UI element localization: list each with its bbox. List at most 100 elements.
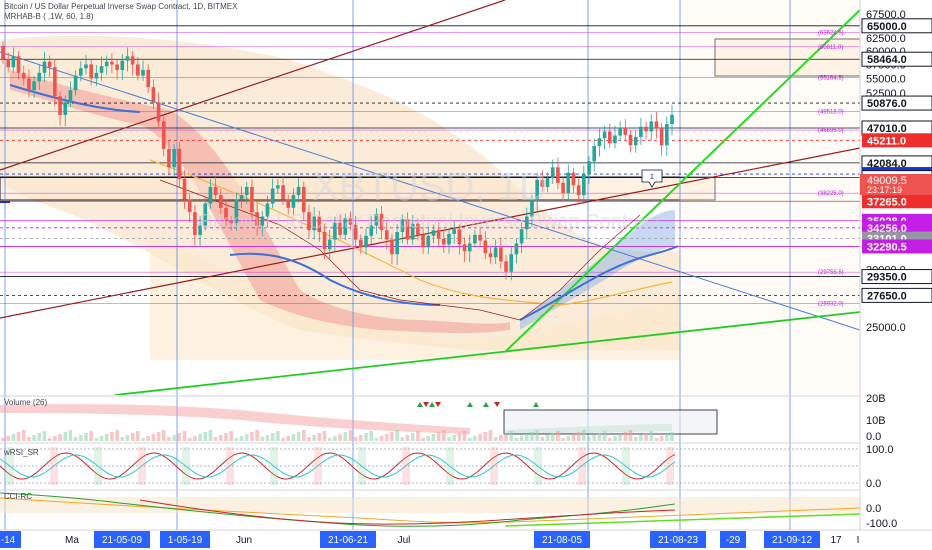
indicator-label: MRHAB-B ( ,1W, 60, 1.8)	[4, 12, 94, 21]
wrsi-zone	[490, 447, 498, 485]
candle	[198, 225, 202, 235]
candle	[177, 148, 182, 179]
volume-bar	[571, 434, 576, 441]
trendline-blue	[0, 51, 860, 331]
level-tag: 45211.0	[862, 133, 932, 148]
current-price-tag[interactable]: 49009.5 23:17:19	[860, 174, 932, 195]
candle	[664, 124, 669, 146]
volume-bar	[452, 435, 457, 441]
wrsi-zone	[666, 447, 674, 485]
candle	[473, 234, 477, 244]
candle	[84, 64, 88, 69]
volume-bar	[317, 433, 322, 441]
volume-bar	[582, 430, 586, 441]
date-tick-label: -29	[726, 535, 741, 546]
candle	[281, 185, 285, 200]
candle	[618, 127, 622, 136]
wrsi-zone	[270, 447, 278, 485]
volume-bar	[654, 438, 659, 441]
volume-bar	[270, 433, 275, 441]
candle	[447, 233, 451, 245]
sell-signal-marker	[423, 402, 429, 407]
candle	[457, 229, 462, 245]
volume-bar	[540, 437, 545, 441]
volume-bar	[84, 433, 88, 441]
candle	[483, 240, 488, 254]
volume-bar	[364, 433, 368, 441]
date-axis-ticks: -14 Ma 21-05-09 1-05-19 Jun 21-06-21 Jul 21-08-…	[0, 531, 859, 548]
volume-bar	[27, 437, 31, 441]
candle	[359, 239, 363, 248]
candle	[644, 126, 648, 132]
candle	[405, 219, 410, 240]
fib-label: (60811.0)	[818, 45, 843, 51]
volume-bar	[187, 438, 192, 441]
callout-marker[interactable]: 1	[641, 169, 663, 188]
date-tick-label: 21-06-21	[328, 535, 368, 546]
candle	[94, 72, 99, 79]
volume-bar	[664, 434, 669, 441]
level-tag: 47010.0	[861, 120, 932, 136]
volume-bar	[550, 433, 555, 441]
volume-bar	[431, 434, 436, 441]
buy-signal-marker	[483, 402, 489, 407]
date-tick: 21-06-21	[320, 531, 376, 548]
candle	[73, 75, 78, 91]
candle	[587, 161, 591, 175]
candle	[104, 61, 109, 67]
volume-bar	[488, 430, 493, 441]
candle	[151, 87, 156, 103]
volume-bar	[390, 432, 394, 441]
level-tag-label: 58464.0	[867, 54, 907, 66]
candle	[390, 239, 394, 255]
horizontal-level-lines	[0, 25, 860, 304]
date-tick-label: 21-09-12	[772, 535, 812, 546]
date-tick: I	[857, 535, 860, 546]
volume-signal-markers	[417, 402, 539, 407]
volume-bar	[234, 438, 239, 441]
cci-line-red	[139, 499, 676, 525]
candle	[47, 61, 52, 68]
wrsi-zone	[446, 447, 454, 485]
volume-bar	[141, 438, 145, 441]
volume-bar	[32, 435, 36, 441]
volume-pane	[0, 404, 718, 441]
volume-bar	[110, 432, 114, 441]
volume-bar	[291, 434, 296, 441]
volume-bar	[353, 437, 358, 441]
volume-bar	[307, 437, 311, 441]
candle	[633, 136, 638, 146]
date-tick-label: Jun	[236, 535, 252, 546]
fib-label: (38225.0)	[818, 191, 844, 197]
date-tick: 17	[830, 535, 842, 546]
wrsi-zone	[94, 447, 102, 485]
callout-label: 1	[650, 174, 654, 181]
candle	[229, 221, 234, 223]
date-tick: 1-05-19	[160, 531, 210, 548]
wrsi-tick-0: 0.0	[866, 478, 881, 490]
date-tick-label: -14	[1, 535, 16, 546]
candle	[208, 186, 213, 204]
candle	[6, 59, 11, 68]
volume-bar	[151, 434, 156, 441]
fib-label: (46695.0)	[818, 128, 844, 134]
level-tag: 32290.5	[862, 239, 932, 254]
fib-label: (55164.5)	[818, 76, 844, 82]
wrsi-label: wRSI_SR	[3, 448, 39, 457]
candle	[488, 253, 493, 258]
candle	[187, 199, 192, 213]
candle	[218, 195, 223, 208]
level-tag-label: 42084.0	[867, 158, 907, 170]
buy-signal-marker	[467, 402, 473, 407]
volume-bar	[369, 431, 374, 441]
candle	[364, 235, 368, 248]
volume-bar	[130, 433, 135, 441]
candle	[260, 216, 265, 226]
volume-ma-band	[0, 404, 470, 434]
ema-blue	[9, 84, 679, 321]
volume-bar	[286, 436, 291, 441]
level-tag: 65000.0	[861, 18, 932, 34]
candle	[519, 229, 524, 244]
cci-tick-0: 0.0	[866, 503, 881, 515]
